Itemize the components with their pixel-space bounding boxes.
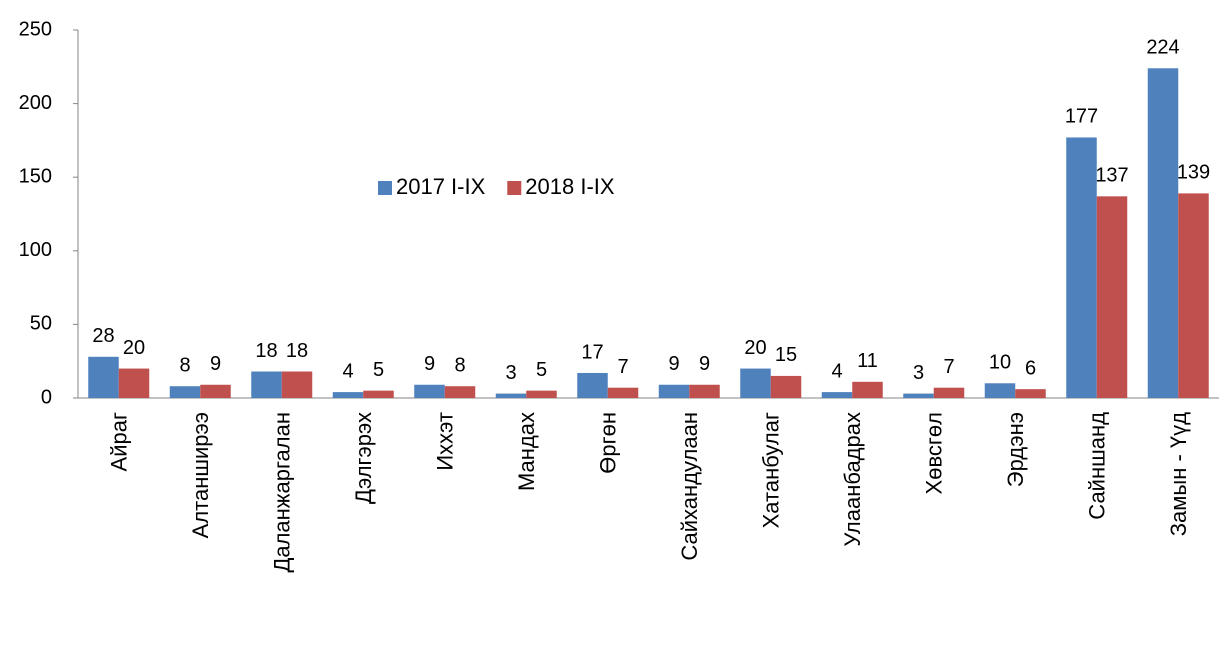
bar: [281, 371, 313, 398]
x-tick-label: Мандах: [514, 412, 539, 491]
legend-swatch: [378, 181, 392, 195]
y-tick-label: 250: [19, 18, 52, 40]
data-label: 17: [581, 341, 603, 363]
bar: [118, 368, 150, 398]
data-label: 5: [536, 359, 547, 381]
data-label: 3: [505, 362, 516, 384]
y-tick-label: 0: [41, 386, 52, 408]
legend-label: 2017 I-IX: [396, 174, 486, 199]
data-label: 18: [286, 340, 308, 362]
bar: [933, 387, 965, 398]
y-tick-label: 150: [19, 165, 52, 187]
data-label: 137: [1095, 165, 1128, 187]
bar: [169, 386, 201, 398]
bar: [658, 384, 690, 398]
data-label: 11: [857, 350, 878, 372]
data-label: 15: [775, 344, 797, 366]
x-tick-label: Сайхандулаан: [677, 412, 702, 561]
data-label: 9: [210, 353, 221, 375]
data-label: 177: [1065, 106, 1098, 128]
bar: [414, 384, 445, 398]
data-label: 28: [92, 325, 114, 347]
data-label: 139: [1177, 162, 1210, 184]
data-label: 9: [699, 353, 710, 375]
bar: [770, 375, 802, 398]
bar: [363, 390, 394, 398]
data-label: 8: [179, 355, 190, 377]
data-label: 4: [831, 360, 842, 382]
x-tick-label: Эрдэнэ: [1003, 412, 1028, 487]
bar: [577, 372, 608, 398]
data-label: 224: [1146, 37, 1179, 59]
bar: [251, 371, 282, 398]
x-tick-label: Өргөн: [596, 412, 621, 474]
x-tick-label: Замын - Үүд: [1166, 412, 1191, 536]
x-tick-label: Улаанбадрах: [840, 412, 865, 547]
bar: [1178, 193, 1209, 398]
bar: [1096, 196, 1128, 398]
x-tick-label: Айраг: [107, 412, 132, 471]
data-label: 7: [617, 356, 628, 378]
bar: [526, 390, 557, 398]
bar: [821, 392, 853, 398]
bar: [1147, 68, 1179, 398]
x-tick-label: Алтанширээ: [188, 412, 213, 538]
x-tick-label: Даланжаргалан: [270, 412, 295, 573]
bar: [852, 381, 883, 398]
bar: [200, 384, 231, 398]
bar: [1015, 389, 1046, 398]
data-label: 8: [454, 355, 465, 377]
bar: [1066, 137, 1097, 398]
data-label: 4: [342, 360, 353, 382]
data-label: 9: [668, 353, 679, 375]
data-label: 20: [744, 337, 766, 359]
bar: [444, 386, 476, 398]
bar: [984, 383, 1016, 398]
bar: [88, 356, 119, 398]
data-label: 10: [989, 352, 1011, 374]
y-tick-label: 50: [30, 313, 52, 335]
x-tick-label: Иххэт: [433, 412, 458, 471]
bar: [903, 393, 934, 398]
legend-label: 2018 I-IX: [525, 174, 615, 199]
data-label: 5: [373, 359, 384, 381]
legend-swatch: [507, 181, 522, 195]
data-label: 6: [1025, 357, 1036, 379]
bar: [332, 392, 364, 398]
bar: [689, 384, 720, 398]
bar: [607, 387, 639, 398]
x-tick-label: Дэлгэрэх: [351, 412, 376, 504]
x-tick-label: Хөвсгөл: [922, 412, 947, 494]
y-tick-label: 200: [19, 92, 52, 114]
data-label: 9: [424, 353, 435, 375]
data-label: 3: [913, 362, 924, 384]
data-label: 20: [123, 337, 145, 359]
x-tick-label: Хатанбулаг: [759, 412, 784, 528]
data-label: 7: [943, 356, 954, 378]
data-label: 18: [255, 340, 277, 362]
y-tick-label: 100: [19, 239, 52, 261]
bar: [740, 368, 771, 398]
x-tick-label: Сайншанд: [1085, 412, 1110, 520]
bar: [495, 393, 527, 398]
